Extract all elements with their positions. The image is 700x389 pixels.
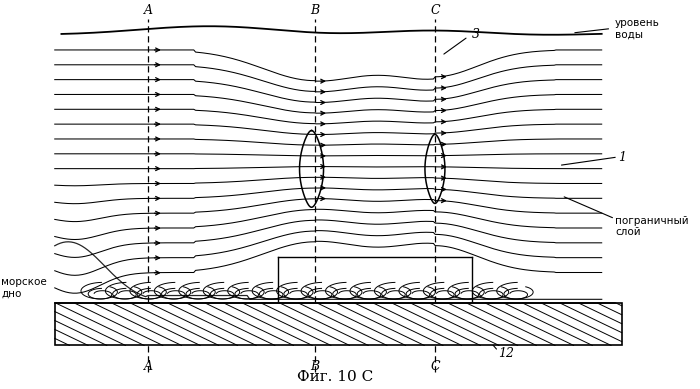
Bar: [55, 303, 622, 345]
Text: уровень
воды: уровень воды: [615, 18, 660, 40]
Text: 1: 1: [618, 151, 626, 164]
Text: 3: 3: [472, 28, 480, 41]
Text: B: B: [310, 4, 319, 18]
Text: 12: 12: [498, 347, 514, 359]
Text: A: A: [144, 4, 153, 18]
Text: пограничный
слой: пограничный слой: [615, 216, 689, 237]
Text: B: B: [310, 360, 319, 373]
Text: Фиг. 10 С: Фиг. 10 С: [297, 370, 373, 384]
Text: C: C: [430, 4, 440, 18]
Text: A: A: [144, 360, 153, 373]
Text: морское
дно: морское дно: [1, 277, 47, 299]
Text: C: C: [430, 360, 440, 373]
